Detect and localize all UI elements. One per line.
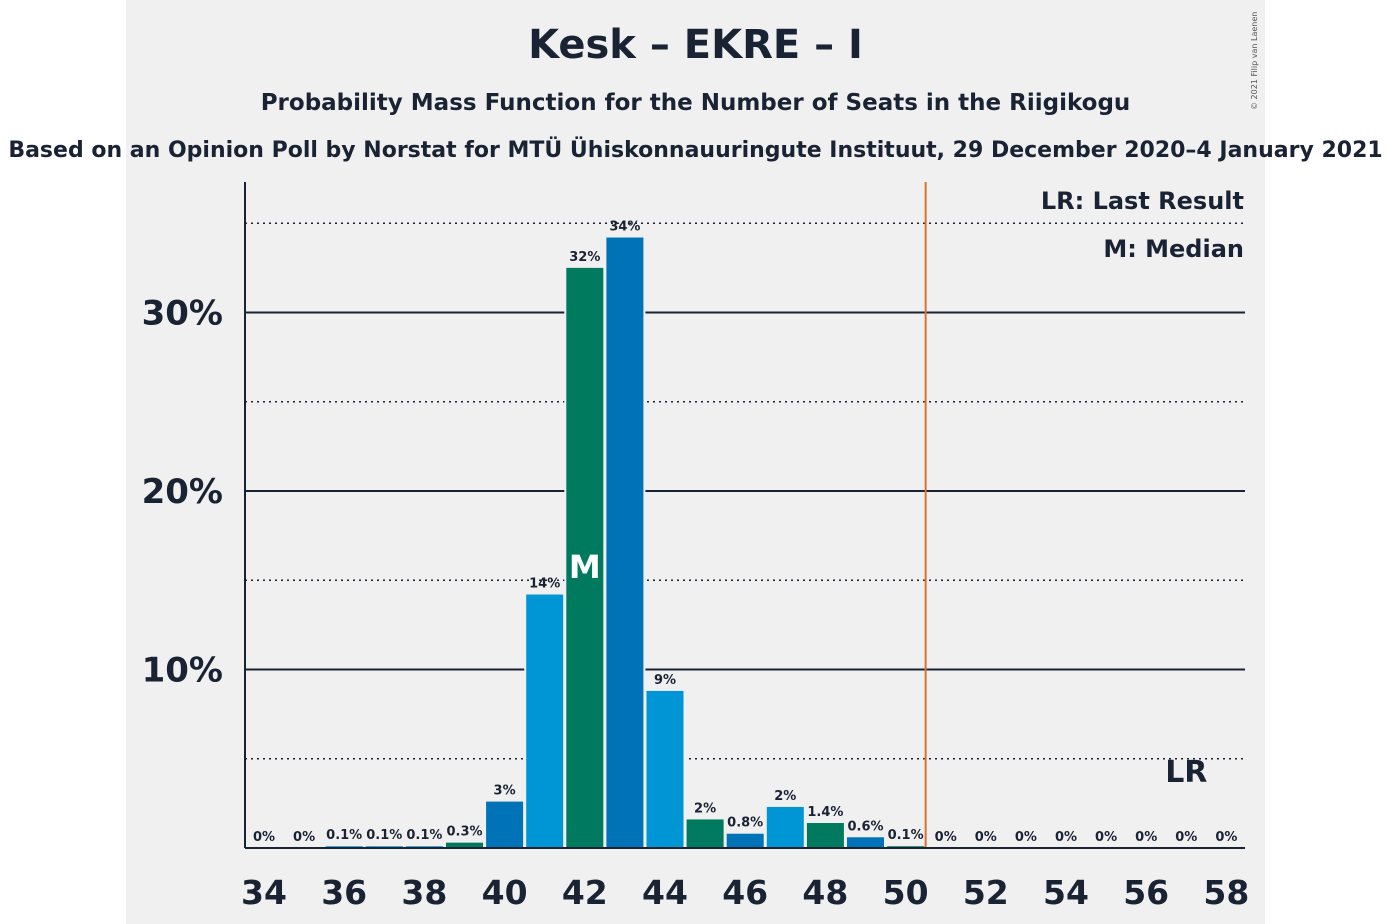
bar-41 — [526, 594, 564, 848]
axes: 10% 20% 30% 34 36 38 40 42 44 46 48 50 52 54 56 58 — [142, 182, 1249, 912]
legend-median: M: Median — [1103, 235, 1244, 263]
bar-label-49: 0.6% — [847, 819, 883, 834]
bar-43 — [606, 237, 644, 848]
bar-48 — [806, 823, 844, 848]
bar-45 — [686, 819, 724, 848]
bar-label-40: 3% — [494, 784, 516, 799]
bar-label-57: 0% — [1175, 830, 1197, 845]
x-tick-40: 40 — [482, 873, 528, 912]
bar-label-35: 0% — [293, 830, 315, 845]
chart-source: Based on an Opinion Poll by Norstat for … — [8, 138, 1383, 163]
x-tick-52: 52 — [963, 873, 1009, 912]
bar-label-52: 0% — [975, 830, 997, 845]
bar-value-labels: 0% 0% 0.1% 0.1% 0.1% 0.3% 3% 14% 32% 34% 9% 2% 0.8% 2… — [253, 220, 1237, 845]
bar-label-53: 0% — [1015, 830, 1037, 845]
x-tick-46: 46 — [722, 873, 768, 912]
bar-label-38: 0.1% — [406, 828, 442, 843]
bar-label-46: 0.8% — [727, 816, 763, 831]
last-result-marker: LR — [1165, 755, 1207, 790]
y-tick-20%: 20% — [142, 472, 223, 512]
x-tick-54: 54 — [1043, 873, 1089, 912]
chart-panel — [126, 0, 1265, 924]
median-marker: M — [569, 548, 601, 586]
x-tick-38: 38 — [401, 873, 447, 912]
x-tick-58: 58 — [1203, 873, 1249, 912]
bar-label-56: 0% — [1135, 830, 1157, 845]
bar-label-55: 0% — [1095, 830, 1117, 845]
bar-42 — [566, 267, 604, 848]
bar-label-39: 0.3% — [446, 825, 482, 840]
chart-title: Kesk – EKRE – I — [528, 22, 863, 68]
gridlines — [245, 222, 1245, 760]
bar-47 — [766, 806, 804, 848]
bar-label-45: 2% — [694, 801, 716, 816]
bar-40 — [486, 801, 524, 848]
legend-last-result: LR: Last Result — [1041, 187, 1244, 215]
bars — [323, 235, 927, 848]
bar-49 — [847, 837, 884, 848]
bar-39 — [446, 842, 483, 848]
bar-label-41: 14% — [529, 577, 560, 592]
bar-44 — [646, 690, 684, 848]
bar-label-54: 0% — [1055, 830, 1077, 845]
bar-label-36: 0.1% — [326, 828, 362, 843]
x-tick-34: 34 — [241, 873, 287, 912]
bar-label-42: 32% — [569, 250, 600, 265]
bar-label-48: 1.4% — [807, 805, 843, 820]
x-tick-50: 50 — [883, 873, 929, 912]
chart-subtitle: Probability Mass Function for the Number… — [260, 90, 1131, 116]
bar-label-47: 2% — [774, 789, 796, 804]
bar-46 — [726, 833, 764, 848]
x-tick-44: 44 — [642, 873, 688, 912]
bar-label-44: 9% — [654, 673, 676, 688]
bar-label-43: 34% — [609, 220, 640, 235]
y-tick-10%: 10% — [142, 651, 223, 691]
y-tick-30%: 30% — [142, 294, 223, 334]
bar-label-37: 0.1% — [366, 828, 402, 843]
x-tick-48: 48 — [802, 873, 848, 912]
bar-label-34: 0% — [253, 830, 275, 845]
bar-label-51: 0% — [935, 830, 957, 845]
x-tick-42: 42 — [562, 873, 608, 912]
x-tick-36: 36 — [321, 873, 367, 912]
x-tick-56: 56 — [1123, 873, 1169, 912]
bar-label-58: 0% — [1215, 830, 1237, 845]
bar-label-50: 0.1% — [888, 828, 924, 843]
